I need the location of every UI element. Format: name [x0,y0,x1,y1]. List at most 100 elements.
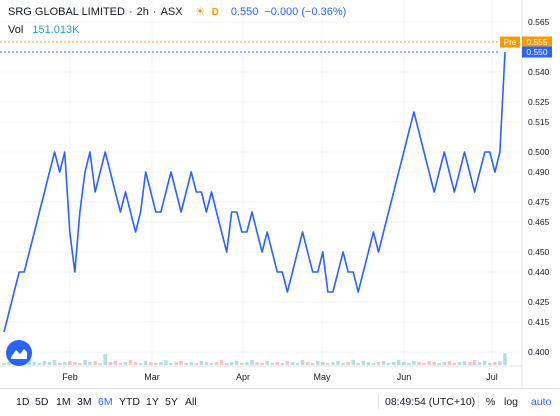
volume-bar [437,363,441,365]
volume-bar [321,362,325,365]
volume-bar [488,363,492,365]
volume-bar [285,361,290,365]
time-scale[interactable]: Feb Mar Apr May Jun Jul [62,372,498,382]
range-button-1m[interactable]: 1M [56,396,71,408]
volume-bar [265,361,269,365]
volume-bar [224,363,229,365]
volume-bar [260,363,264,365]
volume-bar [275,362,280,365]
volume-bar [457,362,462,365]
volume-bar [37,363,42,365]
volume-bar [47,362,52,365]
price-series-line [3,51,506,333]
volume-bar [78,363,82,365]
volume-bar [42,361,47,365]
volume-bar [62,362,67,365]
time-tick-label: Jun [397,372,412,382]
price-tick-label: 0.465 [528,217,550,227]
volume-bar [346,362,350,365]
exchange-label: ASX [160,6,183,18]
volume-bar [103,354,107,365]
range-button-all[interactable]: All [185,396,197,408]
price-tick-label: 0.450 [528,247,550,257]
volume-bar [83,360,87,365]
volume-bar [290,362,295,365]
range-button-3m[interactable]: 3M [77,396,92,408]
range-button-1y[interactable]: 1Y [146,396,159,408]
pre-price-label: 0.555 [526,37,548,47]
tradingview-logo-icon[interactable] [6,340,32,366]
volume-legend: Vol 151.013K [8,24,79,36]
volume-bar [189,362,193,365]
volume-bar [88,362,92,365]
volume-bar [219,360,224,365]
time-tick-label: Feb [62,372,78,382]
volume-bar [477,362,482,365]
time-tick-label: Jul [486,372,498,382]
volume-bar [295,363,300,365]
range-button-1d[interactable]: 1D [16,396,30,408]
volume-bar [391,362,396,365]
volume-bar [93,361,97,365]
volume-bar [204,362,209,365]
volume-bar [462,361,467,365]
volume-bar [149,362,153,365]
log-toggle[interactable]: log [504,396,519,408]
price-tick-label: 0.540 [528,67,550,77]
volume-bar [179,361,183,365]
volume-bar [381,361,386,365]
volume-bar [240,363,244,365]
time-tick-label: Mar [144,372,160,382]
volume-bar [133,362,138,365]
range-button-ytd[interactable]: YTD [119,396,140,408]
price-tick-label: 0.565 [528,17,550,27]
pre-badge: Pre 0.555 [500,36,552,48]
volume-bar [412,361,416,365]
volume-bar [326,363,330,365]
symbol-name[interactable]: SRG GLOBAL LIMITED [8,6,125,18]
price-tick-label: 0.525 [528,97,550,107]
volume-bar [361,361,366,365]
volume-bar [143,361,148,365]
auto-toggle[interactable]: auto [531,396,552,408]
volume-bar [371,363,376,365]
grid [0,0,522,366]
volume-bar [169,363,173,365]
volume-bar [310,363,315,365]
clock-label[interactable]: 08:49:54 (UTC+10) [385,396,476,408]
range-button-5y[interactable]: 5Y [165,396,178,408]
data-mode-label: D [211,6,219,18]
volume-bar [209,363,214,365]
volume-bar [402,362,406,365]
volume-bar [472,360,477,365]
volume-value: 151.013K [32,24,80,36]
volume-bar [331,362,335,365]
volume-bar [452,363,457,365]
volume-bar [386,363,391,365]
time-tick-label: Apr [236,372,250,382]
volume-bar [164,360,168,365]
volume-bar [300,360,305,365]
volume-bar [245,362,249,365]
volume-bar [493,362,497,365]
volume-bars [2,353,507,365]
price-tick-label: 0.490 [528,167,550,177]
range-button-6m[interactable]: 6M [98,396,113,408]
time-tick-label: May [313,372,331,382]
range-button-5d[interactable]: 5D [35,396,49,408]
volume-bar [432,362,436,365]
volume-bar [7,362,11,365]
volume-bar [194,363,199,365]
volume-bar [235,361,239,365]
percent-toggle[interactable]: % [486,396,496,408]
price-tick-label: 0.515 [528,117,550,127]
interval-label[interactable]: 2h [136,6,149,18]
volume-bar [498,361,502,365]
volume-bar [199,361,204,365]
volume-label: Vol [8,24,24,36]
legend-separator: · [128,6,133,18]
volume-bar [467,362,472,365]
price-tick-label: 0.500 [528,147,550,157]
